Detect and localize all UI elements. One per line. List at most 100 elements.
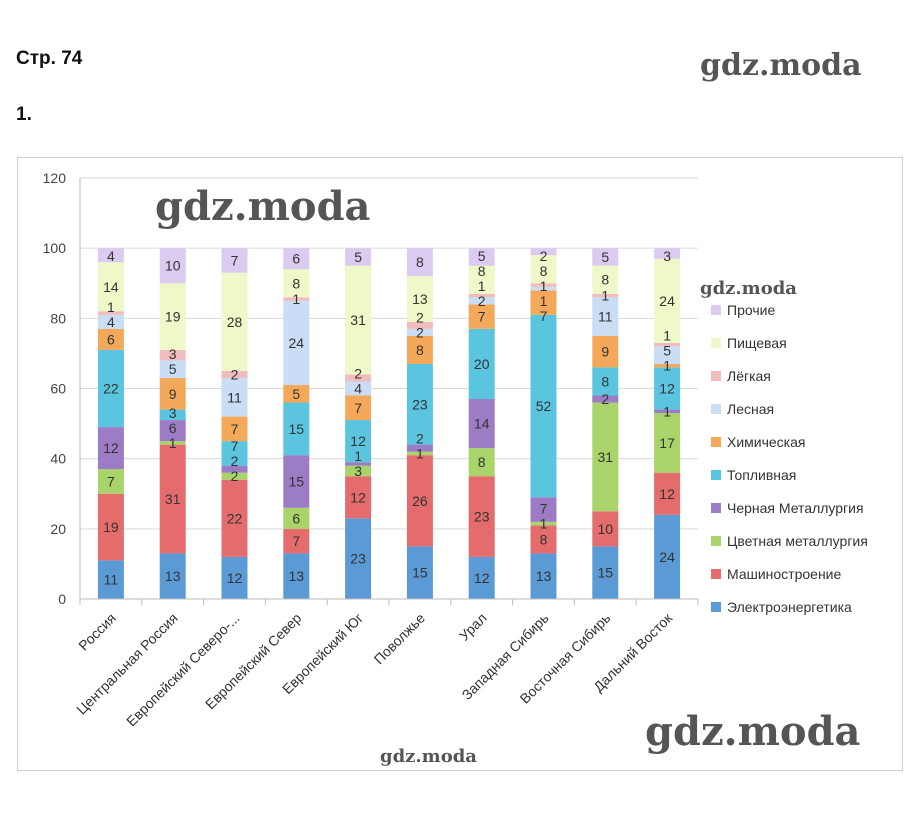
bar-segment	[592, 335, 619, 368]
data-label: 15	[289, 473, 305, 489]
bar-segment	[221, 416, 248, 442]
bar-segment	[406, 546, 433, 599]
bar-segment	[654, 472, 681, 515]
data-label: 15	[289, 421, 305, 437]
data-label: 3	[169, 405, 177, 421]
bar-segment	[592, 395, 619, 403]
watermark: gdz.moda	[700, 278, 797, 299]
data-label: 14	[474, 416, 490, 432]
data-label: 8	[292, 275, 300, 291]
legend-swatch	[711, 437, 721, 447]
bar-segment	[345, 465, 372, 477]
bar-segment	[97, 311, 124, 315]
data-label: 7	[231, 438, 239, 454]
bar-segment	[530, 248, 557, 256]
bar-segment	[654, 258, 681, 343]
legend-swatch	[711, 536, 721, 546]
legend-swatch	[711, 503, 721, 513]
bar-segment	[654, 363, 681, 368]
data-label: 8	[416, 342, 424, 358]
data-label: 13	[412, 291, 428, 307]
data-label: 13	[289, 568, 305, 584]
data-label: 12	[103, 440, 119, 456]
data-label: 1	[540, 293, 548, 309]
data-label: 13	[536, 568, 552, 584]
bar-segment	[159, 283, 186, 350]
bar-segment	[530, 283, 557, 287]
data-label: 19	[103, 519, 119, 535]
x-tick-label: Европейский Северо-...	[123, 610, 243, 730]
bar-segment	[159, 248, 186, 284]
data-label: 12	[350, 433, 366, 449]
data-label: 1	[292, 291, 300, 307]
bar-segment	[530, 255, 557, 284]
bar-segment	[530, 314, 557, 498]
bar-segment	[283, 384, 310, 403]
bar-segment	[283, 455, 310, 508]
legend-swatch	[711, 602, 721, 612]
bar-segment	[97, 328, 124, 350]
data-label: 12	[227, 570, 243, 586]
data-label: 23	[350, 551, 366, 567]
bar-segment	[345, 381, 372, 396]
bar-segment	[468, 556, 495, 599]
data-label: 4	[107, 314, 115, 330]
data-label: 8	[478, 263, 486, 279]
data-label: 12	[659, 381, 675, 397]
data-label: 6	[292, 510, 300, 526]
data-label: 6	[292, 251, 300, 267]
bar-segment	[345, 265, 372, 375]
bar-segment	[592, 265, 619, 294]
bar-segment	[530, 525, 557, 554]
data-label: 8	[540, 531, 548, 547]
data-label: 1	[663, 358, 671, 374]
data-label: 20	[474, 356, 490, 372]
bar-segment	[468, 304, 495, 329]
legend-label: Электроэнергетика	[727, 599, 852, 615]
y-tick-label: 40	[50, 451, 66, 467]
legend-label: Лесная	[727, 401, 774, 417]
data-label: 24	[659, 549, 675, 565]
bar-segment	[654, 514, 681, 599]
bar-segment	[283, 507, 310, 529]
bar-segment	[221, 272, 248, 371]
data-label: 24	[289, 335, 305, 351]
data-label: 2	[231, 453, 239, 469]
bar-segment	[221, 441, 248, 466]
y-tick-label: 100	[43, 240, 67, 256]
bar-segment	[592, 248, 619, 266]
data-label: 7	[231, 421, 239, 437]
data-label: 7	[540, 308, 548, 324]
bar-segment	[468, 399, 495, 449]
data-label: 1	[540, 516, 548, 532]
bar-segment	[345, 420, 372, 463]
watermark: gdz.moda	[645, 708, 860, 755]
legend-swatch	[711, 569, 721, 579]
bar-segment	[592, 402, 619, 512]
bar-segment	[406, 321, 433, 329]
x-tick-label: Поволжье	[371, 610, 429, 668]
legend-label: Машиностроение	[727, 566, 841, 582]
data-label: 22	[227, 510, 243, 526]
bar-segment	[468, 448, 495, 477]
bar-segment	[468, 248, 495, 266]
bar-segment	[654, 413, 681, 473]
data-label: 22	[103, 381, 119, 397]
bar-segment	[406, 328, 433, 336]
bar-segment	[97, 314, 124, 329]
bar-segment	[221, 377, 248, 417]
data-label: 1	[107, 299, 115, 315]
legend-swatch	[711, 404, 721, 414]
data-label: 11	[227, 389, 242, 405]
y-tick-label: 60	[50, 381, 66, 397]
data-label: 9	[601, 344, 609, 360]
bar-segment	[283, 269, 310, 298]
data-label: 2	[416, 309, 424, 325]
data-label: 4	[354, 381, 362, 397]
page-title: Стр. 74	[16, 48, 83, 69]
data-label: 7	[107, 473, 115, 489]
data-label: 15	[598, 565, 614, 581]
bar-segment	[97, 493, 124, 561]
bar-segment	[97, 427, 124, 470]
legend-label: Химическая	[727, 434, 805, 450]
